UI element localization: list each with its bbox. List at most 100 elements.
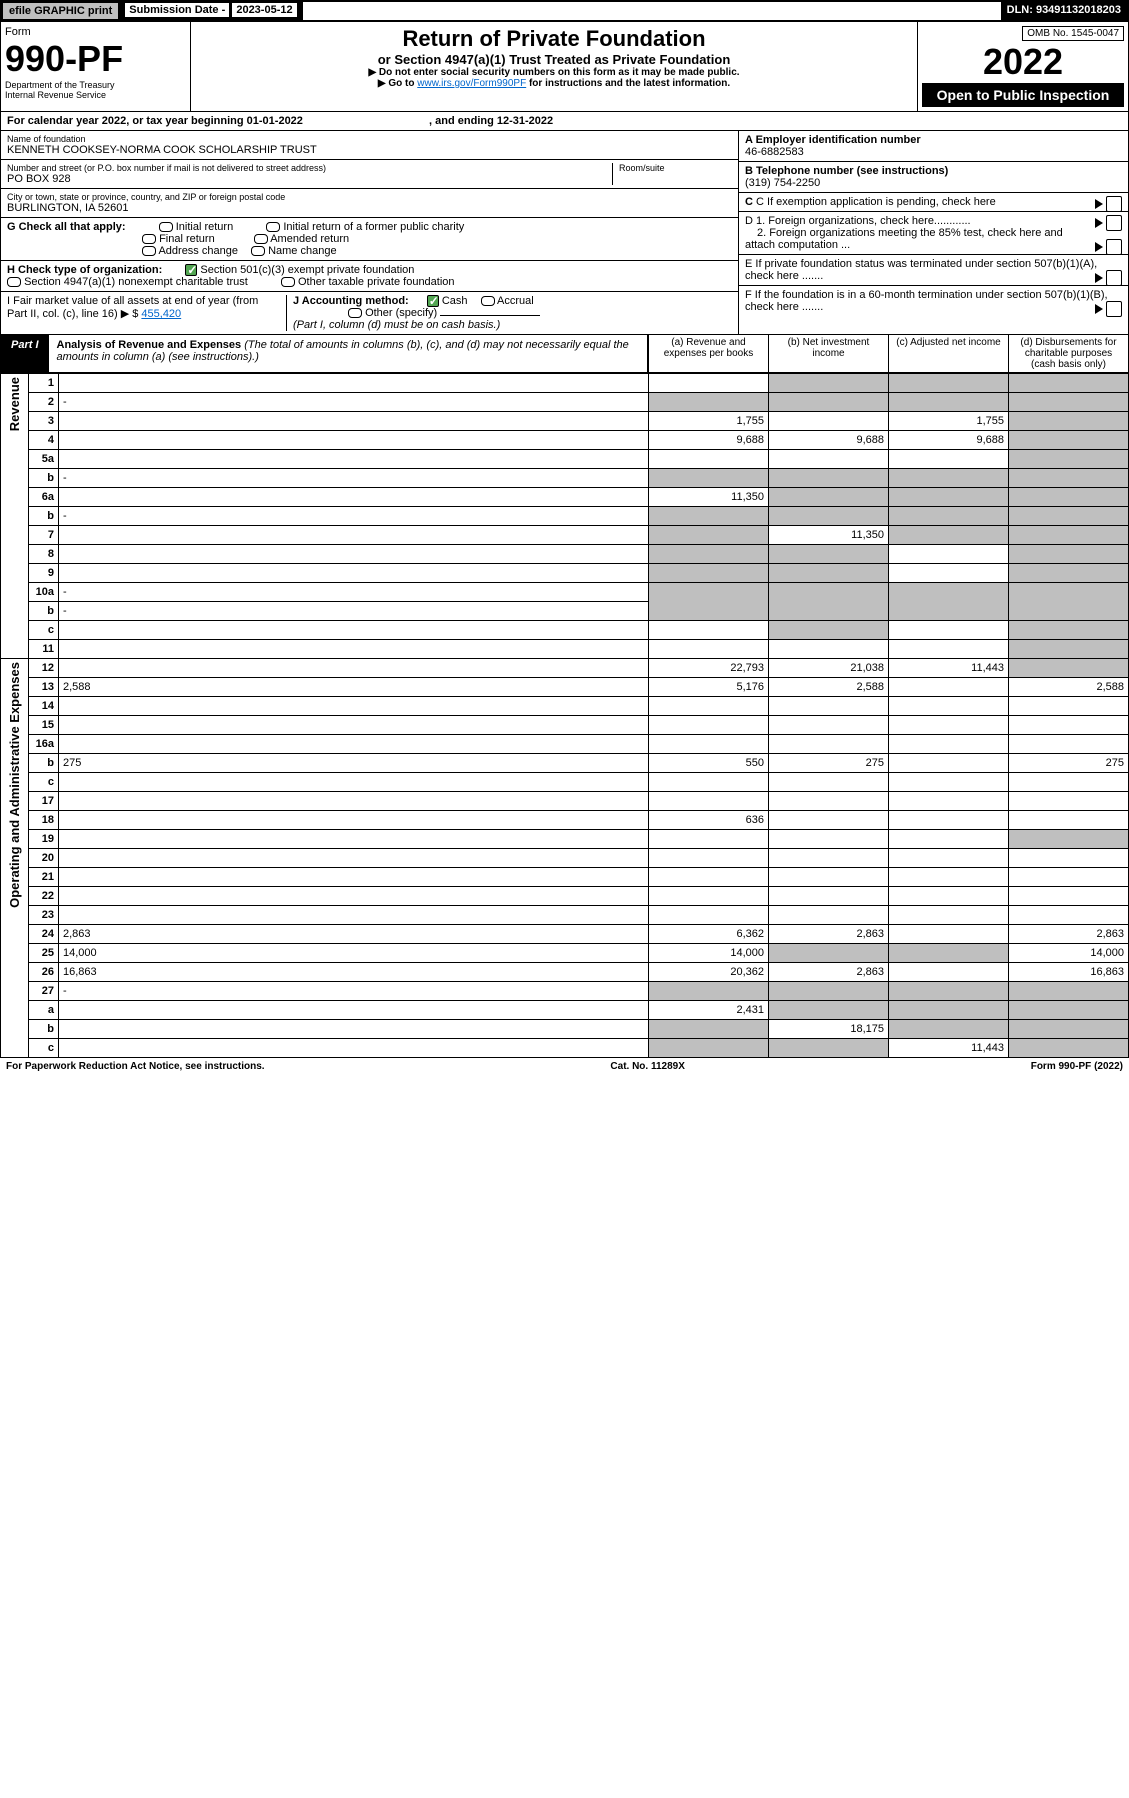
cell-c xyxy=(889,944,1009,963)
table-row: 18636 xyxy=(1,811,1129,830)
checkbox-4947[interactable] xyxy=(7,277,21,287)
checkbox-f[interactable] xyxy=(1106,301,1122,317)
checkbox-amended[interactable] xyxy=(254,234,268,244)
form-header: Form 990-PF Department of the Treasury I… xyxy=(0,22,1129,112)
row-desc xyxy=(59,545,649,564)
cell-b xyxy=(769,887,889,906)
table-row: 242,8636,3622,8632,863 xyxy=(1,925,1129,944)
cell-c xyxy=(889,507,1009,526)
row-num: b xyxy=(29,602,59,621)
row-desc xyxy=(59,659,649,678)
row-num: 15 xyxy=(29,716,59,735)
cell-a xyxy=(649,602,769,621)
row-num: 5a xyxy=(29,450,59,469)
dln-number: DLN: 93491132018203 xyxy=(1001,2,1127,20)
checkbox-d2[interactable] xyxy=(1106,239,1122,255)
checkbox-d1[interactable] xyxy=(1106,215,1122,231)
table-row: b- xyxy=(1,602,1129,621)
checkbox-final-return[interactable] xyxy=(142,234,156,244)
table-row: 49,6889,6889,688 xyxy=(1,431,1129,450)
cell-b xyxy=(769,450,889,469)
cell-d xyxy=(1009,374,1129,393)
row-num: 12 xyxy=(29,659,59,678)
cell-b: 9,688 xyxy=(769,431,889,450)
checkbox-501c3[interactable] xyxy=(185,264,197,276)
row-desc: 2,863 xyxy=(59,925,649,944)
checkbox-other-taxable[interactable] xyxy=(281,277,295,287)
cell-a xyxy=(649,697,769,716)
checkbox-other-method[interactable] xyxy=(348,308,362,318)
row-desc xyxy=(59,564,649,583)
cell-c xyxy=(889,469,1009,488)
treasury-dept: Department of the Treasury xyxy=(5,80,186,90)
row-desc xyxy=(59,640,649,659)
checkbox-e[interactable] xyxy=(1106,270,1122,286)
cell-d xyxy=(1009,469,1129,488)
efile-print-button[interactable]: efile GRAPHIC print xyxy=(2,2,119,20)
checkbox-c[interactable] xyxy=(1106,196,1122,212)
cell-d xyxy=(1009,659,1129,678)
cell-a xyxy=(649,583,769,602)
row-num: 8 xyxy=(29,545,59,564)
cell-c xyxy=(889,621,1009,640)
cell-c xyxy=(889,450,1009,469)
row-num: 14 xyxy=(29,697,59,716)
cell-a xyxy=(649,868,769,887)
cell-a xyxy=(649,773,769,792)
cell-a xyxy=(649,982,769,1001)
cell-c: 9,688 xyxy=(889,431,1009,450)
cell-a: 1,755 xyxy=(649,412,769,431)
cell-b: 2,863 xyxy=(769,963,889,982)
cell-a: 11,350 xyxy=(649,488,769,507)
checkbox-cash[interactable] xyxy=(427,295,439,307)
irs-link[interactable]: www.irs.gov/Form990PF xyxy=(417,78,526,89)
fmv-value[interactable]: 455,420 xyxy=(141,308,181,320)
row-num: b xyxy=(29,469,59,488)
section-i-label: I Fair market value of all assets at end… xyxy=(7,295,258,320)
row-desc xyxy=(59,1039,649,1058)
phone-label: B Telephone number (see instructions) xyxy=(745,165,948,177)
cell-d xyxy=(1009,849,1129,868)
cell-b xyxy=(769,849,889,868)
address-label: Number and street (or P.O. box number if… xyxy=(7,163,612,173)
cell-d xyxy=(1009,1020,1129,1039)
cell-c xyxy=(889,374,1009,393)
note-2: ▶ Go to www.irs.gov/Form990PF for instru… xyxy=(195,78,913,89)
cell-c: 11,443 xyxy=(889,1039,1009,1058)
cell-a xyxy=(649,564,769,583)
cell-b: 2,863 xyxy=(769,925,889,944)
checkbox-initial-return[interactable] xyxy=(159,222,173,232)
row-desc xyxy=(59,792,649,811)
section-g: G Check all that apply: Initial return I… xyxy=(1,218,738,261)
form-code: 990-PF xyxy=(5,38,186,80)
cell-a: 636 xyxy=(649,811,769,830)
cell-d xyxy=(1009,507,1129,526)
cell-a: 14,000 xyxy=(649,944,769,963)
row-desc xyxy=(59,1020,649,1039)
row-desc xyxy=(59,374,649,393)
row-num: c xyxy=(29,621,59,640)
row-num: 2 xyxy=(29,393,59,412)
cell-b: 11,350 xyxy=(769,526,889,545)
checkbox-accrual[interactable] xyxy=(481,296,495,306)
row-desc xyxy=(59,868,649,887)
checkbox-name-change[interactable] xyxy=(251,246,265,256)
cell-a: 2,431 xyxy=(649,1001,769,1020)
calendar-year-bar: For calendar year 2022, or tax year begi… xyxy=(0,112,1129,131)
table-row: 711,350 xyxy=(1,526,1129,545)
cell-b: 275 xyxy=(769,754,889,773)
cell-d xyxy=(1009,735,1129,754)
row-desc xyxy=(59,526,649,545)
cell-a xyxy=(649,374,769,393)
submission-date: Submission Date - 2023-05-12 xyxy=(119,2,302,20)
cell-c xyxy=(889,1020,1009,1039)
cell-b xyxy=(769,982,889,1001)
section-f: F If the foundation is in a 60-month ter… xyxy=(745,289,1108,313)
checkbox-initial-former[interactable] xyxy=(266,222,280,232)
row-num: 21 xyxy=(29,868,59,887)
cell-a xyxy=(649,735,769,754)
checkbox-address-change[interactable] xyxy=(142,246,156,256)
cell-d: 2,863 xyxy=(1009,925,1129,944)
cell-c: 1,755 xyxy=(889,412,1009,431)
row-desc xyxy=(59,735,649,754)
